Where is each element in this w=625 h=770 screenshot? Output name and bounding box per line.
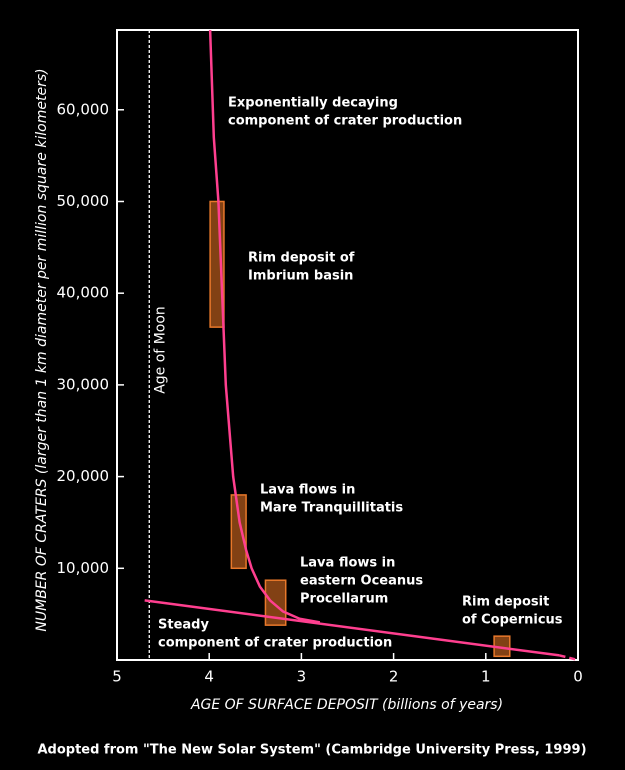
x-tick-label: 5: [112, 668, 122, 686]
y-tick-label: 40,000: [57, 284, 110, 302]
annotation: Lava flows in: [300, 556, 395, 571]
y-tick-label: 20,000: [57, 467, 110, 485]
y-tick-label: 10,000: [57, 559, 110, 577]
x-tick-label: 3: [297, 668, 307, 686]
caption: Adopted from "The New Solar System" (Cam…: [37, 743, 586, 758]
y-axis-title: NUMBER OF CRATERS (larger than 1 km diam…: [34, 68, 50, 631]
annotation: Procellarum: [300, 592, 388, 607]
x-axis-title: AGE OF SURFACE DEPOSIT (billions of year…: [190, 697, 503, 713]
curve: [144, 599, 560, 657]
x-tick-label: 0: [573, 668, 583, 686]
annotation: Mare Tranquillitatis: [260, 501, 403, 516]
annotation: Steady: [158, 618, 209, 633]
deposit-box: [264, 579, 287, 626]
annotation: Lava flows in: [260, 483, 355, 498]
curve: [208, 29, 321, 624]
annotation: Imbrium basin: [248, 269, 353, 284]
annotation: component of crater production: [158, 636, 392, 651]
plot-frame: [116, 29, 579, 661]
annotation: Exponentially decaying: [228, 96, 398, 111]
y-tick-label: 30,000: [57, 375, 110, 393]
curve: [559, 654, 579, 662]
age-of-moon-label: Age of Moon: [152, 306, 168, 394]
deposit-box: [230, 494, 247, 570]
x-tick-label: 1: [481, 668, 491, 686]
annotation: eastern Oceanus: [300, 574, 423, 589]
y-tick-label: 50,000: [57, 192, 110, 210]
x-tick-label: 4: [204, 668, 214, 686]
x-tick-label: 2: [389, 668, 399, 686]
annotation: of Copernicus: [462, 613, 563, 628]
annotation: Rim deposit of: [248, 251, 355, 266]
annotation: component of crater production: [228, 114, 462, 129]
annotation: Rim deposit: [462, 595, 549, 610]
y-tick-label: 60,000: [57, 100, 110, 118]
